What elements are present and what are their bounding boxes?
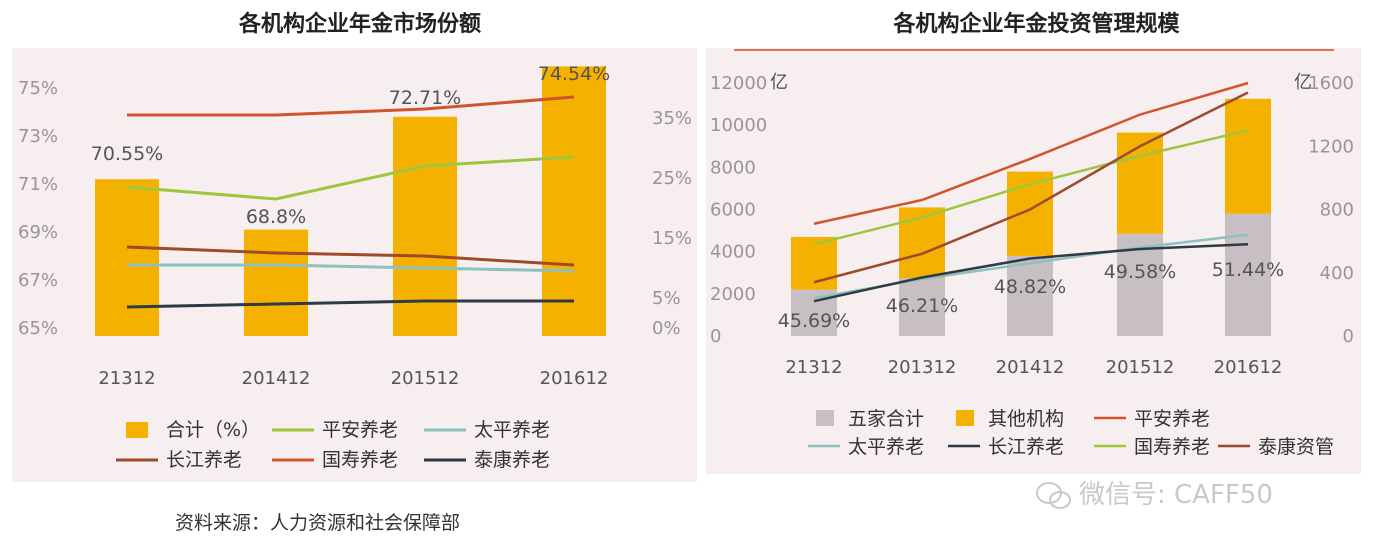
right-axis-tick: 25% [652,168,692,189]
left-axis-tick: 4000 [710,242,756,263]
left-axis-tick: 71% [18,174,58,195]
x-axis-tick: 201412 [242,368,311,389]
left-axis-tick: 12000 [710,73,767,94]
investment-scale-chart: 12000 10000 8000 6000 4000 2000 0 亿 1600 1200 800 4… [706,48,1361,474]
left-axis-tick: 73% [18,126,58,147]
left-chart-title: 各机构企业年金市场份额 [238,12,481,37]
series-line [126,155,575,201]
left-axis-tick: 6000 [710,200,756,221]
legend-label: 太平养老 [474,419,550,441]
bar [393,116,457,336]
left-axis-tick: 69% [18,222,58,243]
legend-label: 平安养老 [1134,408,1210,430]
legend-label: 长江养老 [166,449,242,471]
watermark: 微信号: CAFF50 [1035,474,1273,511]
legend-swatch [126,422,148,438]
left-axis-tick: 0 [710,326,721,347]
stacked-bar-segment [1225,213,1271,336]
x-axis-tick: 201512 [1106,357,1175,378]
left-axis-tick: 65% [18,318,58,339]
x-axis-tick: 201612 [540,368,609,389]
series-line [126,299,574,309]
bar-data-label: 72.71% [389,87,461,109]
series-line [127,263,575,273]
stacked-bar-segment [1007,171,1053,256]
stacked-bar-segment [791,236,837,290]
right-axis-tick: 400 [1320,263,1354,284]
left-axis-tick: 10000 [710,115,767,136]
stacked-bar-segment [899,278,945,336]
stacked-bar-segment [1117,132,1163,234]
right-axis-tick: 0 [1343,326,1354,347]
wechat-icon [1036,481,1071,509]
right-axis-tick: 5% [652,288,681,309]
right-axis-unit: 亿 [1294,72,1312,93]
legend-label: 国寿养老 [1134,436,1210,458]
left-axis-tick: 75% [18,78,58,99]
bar-data-label: 48.82% [994,276,1066,298]
right-axis-tick: 1600 [1308,73,1354,94]
bar [542,66,606,337]
stacked-bar-segment [899,207,945,279]
series-line [813,129,1249,246]
stacked-bar-segment [1225,98,1271,214]
legend-label: 平安养老 [322,419,398,441]
x-axis-tick: 21312 [98,368,155,389]
bar [95,179,159,336]
x-axis-tick: 201512 [391,368,460,389]
legend-swatch [956,410,974,426]
legend-label: 合计（%） [166,419,260,441]
bar [244,229,308,336]
watermark-text: 微信号: CAFF50 [1079,480,1273,510]
left-axis-tick: 67% [18,270,58,291]
series-line [813,243,1249,303]
legend-label: 五家合计 [848,408,924,430]
legend-label: 其他机构 [988,408,1064,430]
left-axis-tick: 2000 [710,284,756,305]
x-axis-tick: 21312 [785,357,842,378]
legend-label: 长江养老 [988,436,1064,458]
series-line [127,95,575,117]
market-share-chart: 75% 73% 71% 69% 67% 65% 35% 25% 15% 5% 0% 70.55% 68.… [12,48,697,482]
series-line [813,81,1249,225]
bar-data-label: 45.69% [778,310,850,332]
bar-data-label: 49.58% [1104,261,1176,283]
x-axis-tick: 201312 [888,357,957,378]
left-axis-tick: 8000 [710,157,756,178]
right-axis-tick: 0% [652,318,681,339]
legend-label: 泰康资管 [1258,436,1334,458]
x-axis-tick: 201412 [996,357,1065,378]
right-chart-title: 各机构企业年金投资管理规模 [893,12,1180,37]
data-source: 资料来源：人力资源和社会保障部 [175,512,461,534]
x-axis-tick: 201612 [1214,357,1283,378]
bar-data-label: 51.44% [1212,259,1284,281]
legend-label: 国寿养老 [322,449,398,471]
bar-data-label: 46.21% [886,295,958,317]
right-axis-tick: 1200 [1308,136,1354,157]
market-share-chart-svg: 75% 73% 71% 69% 67% 65% 35% 25% 15% 5% 0% 70.55% 68.… [18,63,692,471]
series-line [126,245,575,267]
right-axis-tick: 800 [1320,200,1354,221]
left-axis-unit: 亿 [770,72,788,93]
bar-data-label: 74.54% [538,63,610,85]
bar-data-label: 70.55% [91,143,163,165]
right-axis-tick: 15% [652,228,692,249]
series-line [813,91,1249,284]
right-axis-tick: 35% [652,108,692,129]
legend-swatch [816,410,834,426]
legend-label: 太平养老 [848,436,924,458]
bar-data-label: 68.8% [246,206,306,228]
legend-label: 泰康养老 [474,449,550,471]
stacked-bar-segment [1007,255,1053,336]
